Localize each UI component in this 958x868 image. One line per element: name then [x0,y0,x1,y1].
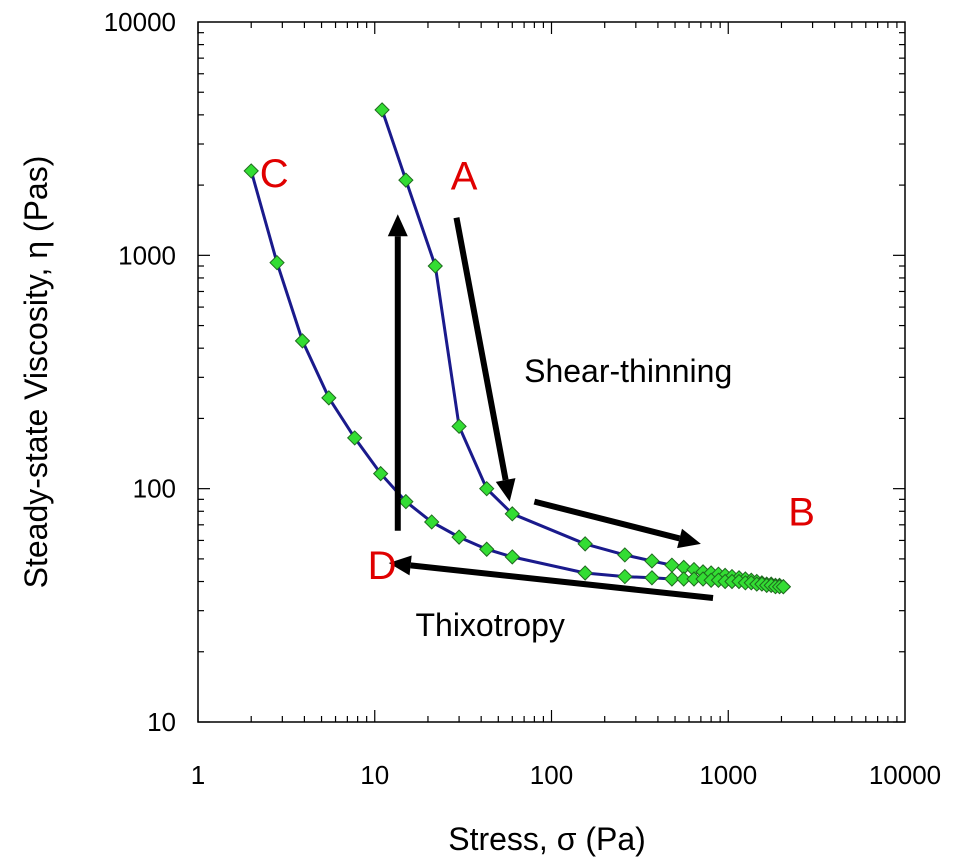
series-1-point [398,172,414,188]
text-layer: Stress, σ (Pa) Steady-state Viscosity, η… [18,152,815,857]
series-2-point [294,333,311,349]
chart-ticks: 1 10 100 1000 10000 10 100 1000 10000 [104,7,941,790]
arrow-head-4 [387,214,408,237]
series-2-point [423,514,440,530]
arrow-shaft-1 [453,217,509,481]
point-label-d: D [368,544,397,588]
series-2-point [775,579,792,595]
series-1-point [664,557,680,573]
series-2-point [479,541,495,557]
series-layer [243,102,792,595]
series-2-point [269,254,285,271]
series-2-point [398,493,414,510]
series-2-point [451,529,467,545]
x-tick-label: 1 [191,760,205,790]
series-2-point [243,163,259,179]
arrow-head-3 [388,555,412,576]
series-1-point [577,536,593,552]
arrow-head-2 [677,528,701,549]
x-tick-label: 10 [360,760,389,790]
x-axis-title: Stress, σ (Pa) [448,821,646,857]
thixotropy-annotation: Thixotropy [415,607,564,643]
series-2-point [617,568,633,585]
series-1-point [374,102,390,118]
series-2-point [664,571,680,587]
series-1-point [644,553,660,569]
x-tick-label: 100 [530,760,573,790]
series-1-point [617,547,633,563]
shear-thinning-annotation: Shear-thinning [524,353,732,389]
series-2-point [577,565,593,581]
series-2-point [644,570,660,586]
point-label-a: A [451,154,478,198]
series-2-point [346,430,363,446]
y-tick-label: 100 [133,474,176,504]
x-tick-label: 10000 [869,760,941,790]
series-2-point [676,571,692,587]
point-label-b: B [788,490,815,534]
arrow-layer [387,214,714,601]
arrow-shaft-3 [410,562,714,601]
y-tick-label: 10000 [104,7,176,37]
y-axis-title: Steady-state Viscosity, η (Pas) [18,156,54,589]
arrow-shaft-2 [533,498,681,542]
series-1-point [427,258,443,274]
series-1-point [504,506,520,522]
point-label-c: C [260,152,289,196]
y-tick-label: 1000 [118,240,176,270]
series-1-point [479,480,495,497]
series-1-point [451,418,467,435]
series-2-point [321,390,337,406]
y-tick-label: 10 [147,707,176,737]
x-tick-label: 1000 [699,760,757,790]
series-2-point [372,465,389,482]
arrow-head-1 [495,478,516,502]
series-2-point [504,549,520,565]
